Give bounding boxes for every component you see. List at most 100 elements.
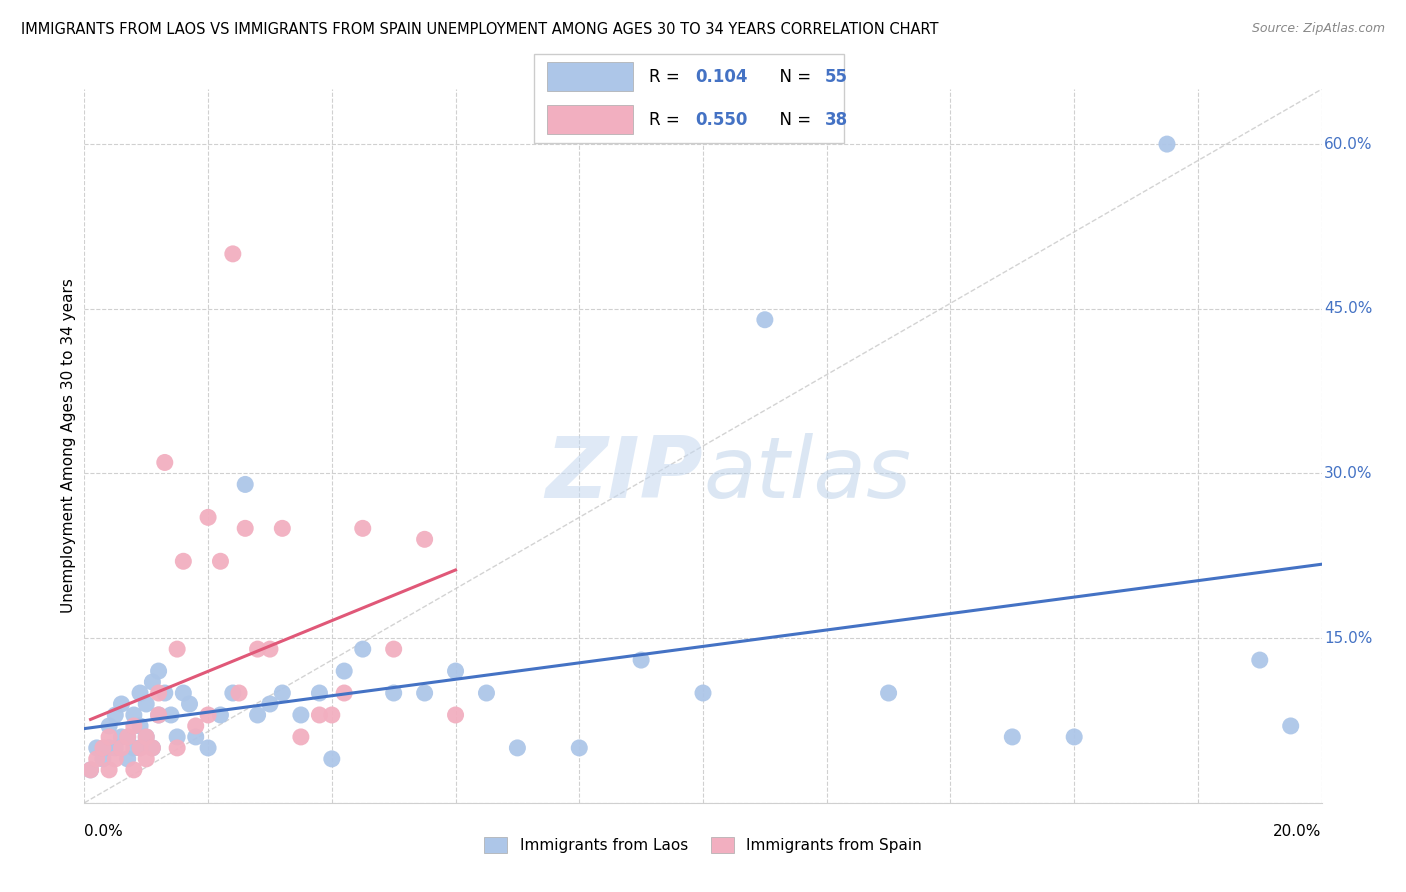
Point	[382, 686, 405, 700]
Point	[110, 730, 132, 744]
Text: R =: R =	[648, 111, 685, 128]
Point	[141, 740, 163, 755]
Text: 55: 55	[825, 68, 848, 86]
Point	[506, 740, 529, 755]
Point	[110, 740, 132, 755]
Point	[91, 752, 114, 766]
Point	[117, 752, 139, 766]
Text: 30.0%: 30.0%	[1324, 466, 1372, 481]
Text: ZIP: ZIP	[546, 433, 703, 516]
Point	[172, 554, 194, 568]
Point	[308, 686, 330, 700]
Point	[122, 740, 145, 755]
Point	[209, 708, 232, 723]
Point	[382, 642, 405, 657]
Point	[135, 730, 157, 744]
Point	[333, 686, 356, 700]
Text: 45.0%: 45.0%	[1324, 301, 1372, 317]
Point	[692, 686, 714, 700]
Point	[98, 763, 121, 777]
Text: 60.0%: 60.0%	[1324, 136, 1372, 152]
Point	[141, 740, 163, 755]
Text: atlas: atlas	[703, 433, 911, 516]
Point	[1279, 719, 1302, 733]
Text: 0.550: 0.550	[695, 111, 748, 128]
Point	[290, 708, 312, 723]
Point	[166, 642, 188, 657]
Point	[1249, 653, 1271, 667]
Point	[197, 510, 219, 524]
Point	[352, 642, 374, 657]
Point	[233, 521, 256, 535]
Point	[184, 719, 207, 733]
Point	[117, 730, 139, 744]
Point	[308, 708, 330, 723]
FancyBboxPatch shape	[534, 54, 844, 143]
Text: 0.104: 0.104	[695, 68, 748, 86]
Point	[129, 719, 152, 733]
Text: N =: N =	[769, 68, 817, 86]
Point	[86, 752, 108, 766]
Point	[233, 477, 256, 491]
Point	[79, 763, 101, 777]
FancyBboxPatch shape	[547, 62, 633, 91]
Point	[129, 740, 152, 755]
Point	[179, 697, 201, 711]
Point	[259, 642, 281, 657]
Point	[110, 697, 132, 711]
Point	[122, 708, 145, 723]
Point	[98, 730, 121, 744]
Point	[104, 708, 127, 723]
Point	[184, 730, 207, 744]
Point	[79, 763, 101, 777]
Text: 38: 38	[825, 111, 848, 128]
Point	[98, 719, 121, 733]
Point	[166, 730, 188, 744]
Point	[475, 686, 498, 700]
Point	[148, 664, 170, 678]
Point	[877, 686, 900, 700]
Point	[754, 312, 776, 326]
FancyBboxPatch shape	[547, 105, 633, 134]
Point	[129, 686, 152, 700]
Point	[86, 740, 108, 755]
Point	[413, 533, 436, 547]
Text: R =: R =	[648, 68, 685, 86]
Point	[197, 740, 219, 755]
Point	[117, 730, 139, 744]
Point	[135, 752, 157, 766]
Point	[352, 521, 374, 535]
Point	[321, 752, 343, 766]
Point	[91, 740, 114, 755]
Point	[104, 752, 127, 766]
Point	[160, 708, 183, 723]
Point	[166, 740, 188, 755]
Point	[333, 664, 356, 678]
Point	[290, 730, 312, 744]
Point	[568, 740, 591, 755]
Y-axis label: Unemployment Among Ages 30 to 34 years: Unemployment Among Ages 30 to 34 years	[60, 278, 76, 614]
Point	[246, 642, 269, 657]
Point	[122, 719, 145, 733]
Point	[228, 686, 250, 700]
Point	[135, 697, 157, 711]
Text: IMMIGRANTS FROM LAOS VS IMMIGRANTS FROM SPAIN UNEMPLOYMENT AMONG AGES 30 TO 34 Y: IMMIGRANTS FROM LAOS VS IMMIGRANTS FROM …	[21, 22, 939, 37]
Point	[444, 708, 467, 723]
Legend: Immigrants from Laos, Immigrants from Spain: Immigrants from Laos, Immigrants from Sp…	[478, 831, 928, 859]
Point	[172, 686, 194, 700]
Text: 20.0%: 20.0%	[1274, 824, 1322, 839]
Point	[135, 730, 157, 744]
Point	[104, 740, 127, 755]
Point	[153, 686, 176, 700]
Point	[129, 740, 152, 755]
Point	[148, 708, 170, 723]
Point	[122, 763, 145, 777]
Point	[148, 686, 170, 700]
Point	[271, 686, 294, 700]
Point	[444, 664, 467, 678]
Point	[153, 455, 176, 469]
Text: 0.0%: 0.0%	[84, 824, 124, 839]
Point	[413, 686, 436, 700]
Point	[321, 708, 343, 723]
Point	[148, 708, 170, 723]
